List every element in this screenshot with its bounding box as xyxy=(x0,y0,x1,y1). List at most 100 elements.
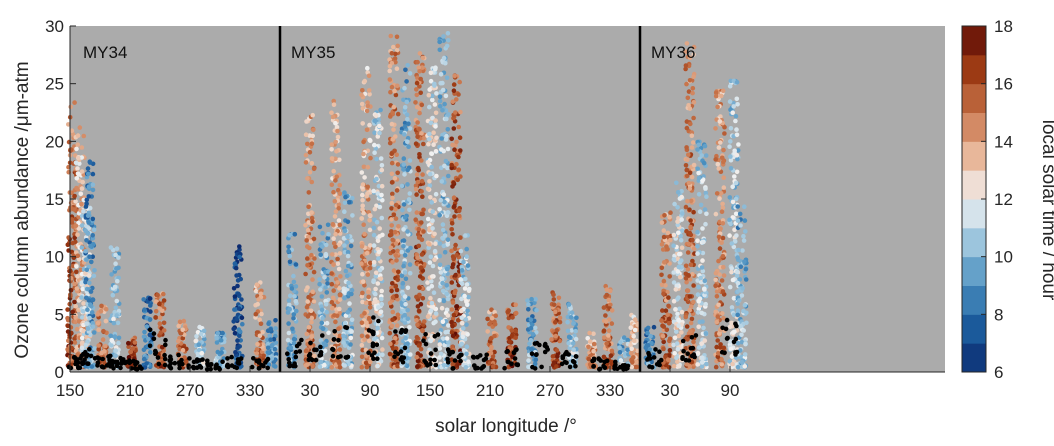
lst-point xyxy=(728,157,734,163)
lst-point xyxy=(441,298,447,304)
lst-point xyxy=(703,186,708,192)
lst-point xyxy=(633,364,639,370)
lst-point xyxy=(392,148,397,154)
minimum-point xyxy=(344,325,350,331)
minimum-point xyxy=(285,351,290,357)
lst-point xyxy=(428,338,434,344)
lst-point xyxy=(330,305,335,311)
lst-point xyxy=(488,336,494,341)
lst-point xyxy=(713,93,719,99)
lst-point xyxy=(690,140,696,145)
lst-point xyxy=(293,284,299,289)
minimum-point xyxy=(320,333,325,338)
lst-point xyxy=(663,283,668,288)
plot-background xyxy=(70,26,945,372)
lst-point xyxy=(683,314,689,320)
lst-point xyxy=(337,251,343,256)
lst-point xyxy=(428,70,434,76)
lst-point xyxy=(367,305,373,310)
lst-point xyxy=(695,229,700,235)
lst-point xyxy=(417,110,422,116)
lst-point xyxy=(433,110,439,116)
lst-point xyxy=(732,238,738,244)
lst-point xyxy=(696,284,701,290)
lst-point xyxy=(333,244,338,250)
minimum-point xyxy=(312,347,317,353)
lst-point xyxy=(237,329,243,335)
lst-point xyxy=(405,116,410,122)
lst-point xyxy=(440,319,446,325)
lst-point xyxy=(304,331,310,337)
lst-point xyxy=(418,90,424,96)
lst-point xyxy=(367,265,373,271)
lst-point xyxy=(634,359,640,365)
minimum-point xyxy=(261,363,266,369)
lst-point xyxy=(361,210,366,216)
lst-point xyxy=(445,210,451,215)
lst-point xyxy=(428,120,434,126)
lst-point xyxy=(732,174,737,179)
lst-point xyxy=(389,288,394,294)
lst-point xyxy=(305,256,310,261)
lst-point xyxy=(290,326,295,332)
lst-point xyxy=(394,188,400,193)
lst-point xyxy=(332,313,337,318)
colorbar-segment xyxy=(962,141,986,171)
lst-point xyxy=(367,243,373,248)
lst-point xyxy=(286,298,292,303)
lst-point xyxy=(85,231,91,236)
lst-point xyxy=(387,330,393,336)
lst-point xyxy=(66,139,72,145)
minimum-point xyxy=(512,356,518,361)
lst-point xyxy=(513,302,518,308)
lst-point xyxy=(485,316,490,322)
lst-point xyxy=(691,209,696,215)
lst-point xyxy=(684,279,689,285)
minimum-point xyxy=(602,365,608,371)
lst-point xyxy=(676,323,681,329)
lst-point xyxy=(371,243,377,248)
lst-point xyxy=(83,204,89,209)
lst-point xyxy=(687,207,692,212)
lst-point xyxy=(79,245,85,250)
lst-point xyxy=(90,216,96,222)
lst-point xyxy=(389,171,395,177)
lst-point xyxy=(331,168,337,174)
lst-point xyxy=(739,339,745,345)
lst-point xyxy=(667,353,672,359)
lst-point xyxy=(507,339,512,345)
lst-point xyxy=(674,355,679,361)
lst-point xyxy=(458,148,463,153)
minimum-point xyxy=(155,355,161,360)
lst-point xyxy=(392,335,398,341)
lst-point xyxy=(83,271,88,276)
lst-point xyxy=(402,124,408,129)
lst-point xyxy=(72,100,77,105)
lst-point xyxy=(303,160,309,165)
lst-point xyxy=(440,276,445,281)
lst-point xyxy=(666,303,671,309)
lst-point xyxy=(273,364,278,369)
lst-point xyxy=(462,286,468,291)
lst-point xyxy=(691,283,696,288)
lst-point xyxy=(310,219,315,224)
minimum-point xyxy=(308,340,313,346)
lst-point xyxy=(87,205,93,211)
minimum-point xyxy=(197,363,203,369)
lst-point xyxy=(176,323,181,329)
lst-point xyxy=(688,320,694,326)
lst-point xyxy=(735,340,741,346)
lst-point xyxy=(231,286,237,291)
lst-point xyxy=(635,348,640,354)
lst-point xyxy=(256,297,261,302)
lst-point xyxy=(235,338,240,343)
lst-point xyxy=(126,344,131,350)
lst-point xyxy=(680,211,685,216)
lst-point xyxy=(445,237,451,242)
lst-point xyxy=(405,139,410,144)
minimum-point xyxy=(180,361,185,367)
x-tick-label: 90 xyxy=(361,381,380,400)
lst-point xyxy=(700,258,705,263)
lst-point xyxy=(734,132,740,138)
lst-point xyxy=(456,154,461,160)
